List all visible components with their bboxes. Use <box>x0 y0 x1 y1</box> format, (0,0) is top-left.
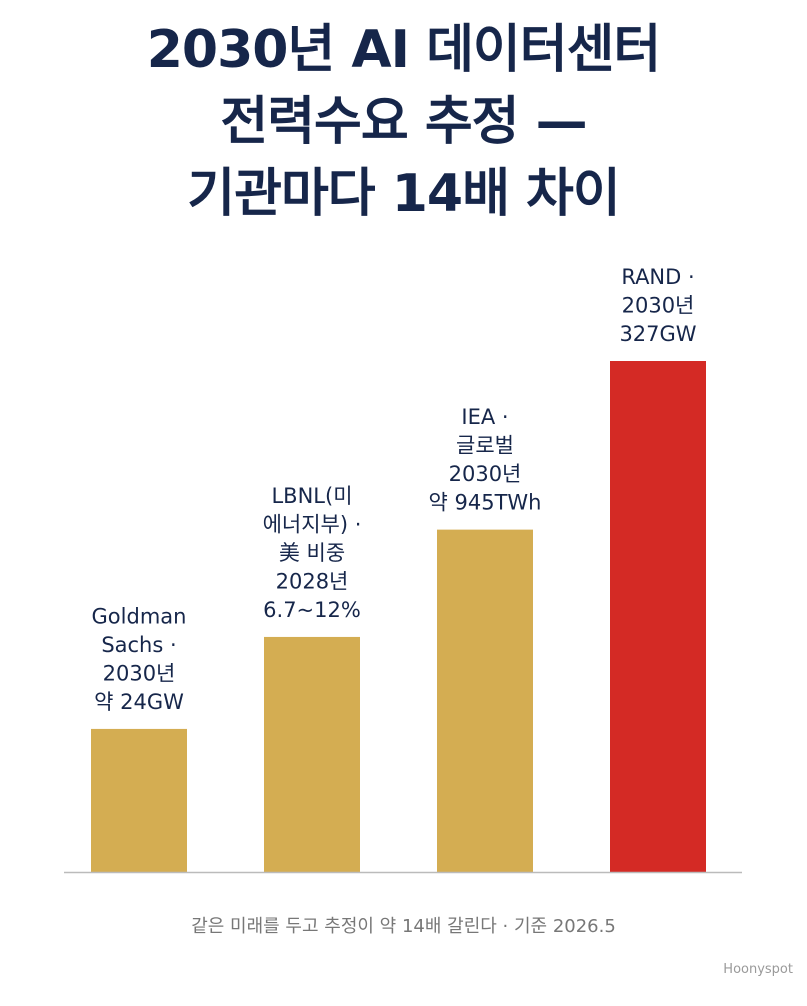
bar-label-line: LBNL(미 <box>271 484 352 508</box>
bar-label-line: 글로벌 <box>456 434 514 458</box>
bar-2 <box>264 636 360 872</box>
title-line-2: 전력수요 추정 — <box>220 92 587 152</box>
bar-label-line: 327GW <box>619 322 696 346</box>
bar-label-line: 2030년 <box>103 661 176 685</box>
bar-label-line: RAND · <box>621 265 694 289</box>
bar-label-line: Sachs · <box>101 633 176 657</box>
bar-label-line: Goldman <box>92 604 187 628</box>
title-line-1: 2030년 AI 데이터센터 <box>146 20 662 80</box>
bar-label-line: 에너지부) · <box>263 512 362 536</box>
bar-label-line: 2030년 <box>449 462 522 486</box>
bar-label-line: 약 945TWh <box>429 491 542 515</box>
bar-label-line: 6.7~12% <box>263 598 361 622</box>
page-title: 2030년 AI 데이터센터 전력수요 추정 — 기관마다 14배 차이 <box>0 14 807 230</box>
brand-watermark: Hoonyspot <box>723 962 793 977</box>
bar-4 <box>610 361 706 872</box>
bar-label-line: 2028년 <box>276 569 349 593</box>
bar-3 <box>437 529 533 872</box>
title-line-3: 기관마다 14배 차이 <box>187 164 620 224</box>
bar-label-line: 2030년 <box>622 294 695 318</box>
bar-label-line: 약 24GW <box>94 690 184 714</box>
chart-caption: 같은 미래를 두고 추정이 약 14배 갈린다 · 기준 2026.5 <box>191 916 616 937</box>
bar-1 <box>91 728 187 872</box>
bar-label-line: 美 비중 <box>279 541 345 565</box>
bar-label-line: IEA · <box>461 405 508 429</box>
bar-label-4: RAND · 2030년 327GW <box>619 265 696 346</box>
